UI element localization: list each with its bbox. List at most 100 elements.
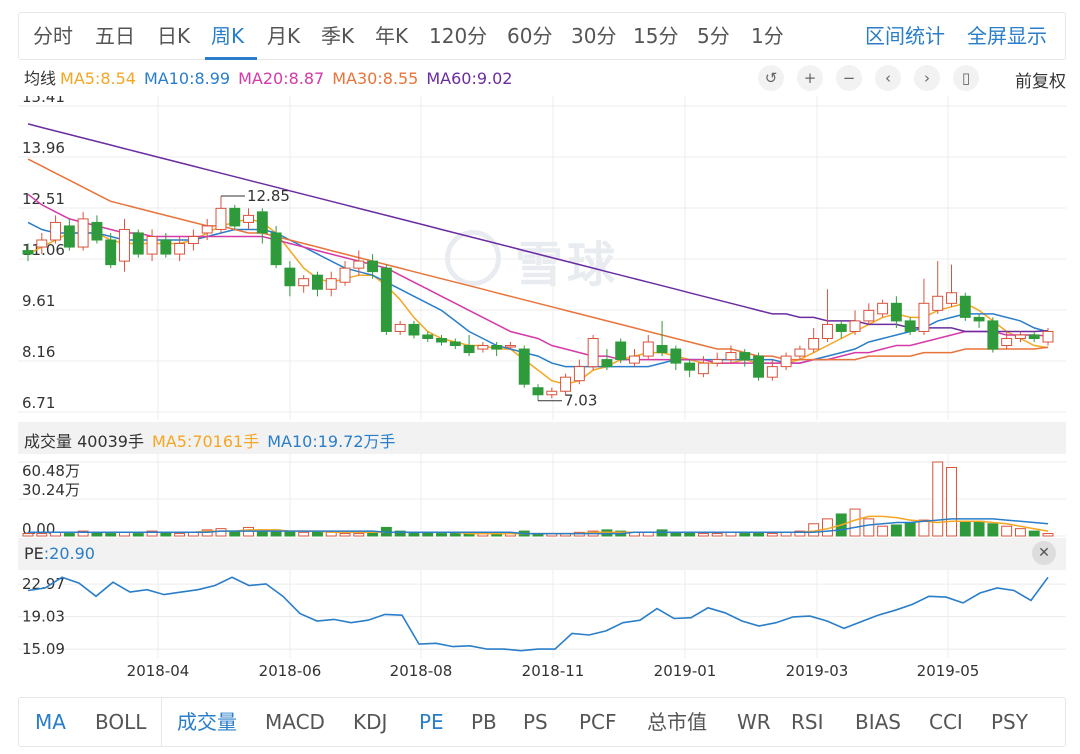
candle-body	[904, 320, 916, 332]
period-tab-60[interactable]: 60分	[507, 24, 553, 48]
candle-body	[766, 366, 778, 378]
candle-body	[325, 278, 337, 290]
indicator-tab-pcf[interactable]: PCF	[579, 710, 617, 734]
x-axis-label: 2019-05	[917, 662, 980, 680]
candle	[642, 334, 654, 360]
volume-bar	[146, 530, 158, 537]
indicator-tab-pb[interactable]: PB	[471, 710, 497, 734]
candle-icon[interactable]: ▯	[953, 65, 979, 91]
range-stats-button[interactable]: 区间统计	[865, 24, 945, 48]
candle	[256, 208, 268, 244]
indicator-tab-cci[interactable]: CCI	[929, 710, 963, 734]
price-annotation: 12.85	[220, 187, 290, 205]
candle-body	[753, 355, 765, 378]
pe-chart[interactable]: 22.97 19.03 15.09 2018-04 2018-06 2018-08 2018…	[18, 570, 1066, 690]
price-y-tick: 13.96	[22, 139, 65, 157]
candle-body	[463, 345, 475, 354]
period-tab-5[interactable]: 5分	[697, 24, 730, 48]
candle-body	[50, 221, 62, 241]
pe-legend: PE:20.90	[24, 544, 103, 563]
candle	[91, 215, 103, 244]
period-tab-k[interactable]: 月K	[267, 24, 301, 48]
candle-body	[615, 341, 627, 361]
period-tab-k[interactable]: 季K	[321, 24, 355, 48]
candle-body	[394, 323, 406, 332]
indicator-tab-psy[interactable]: PSY	[991, 710, 1028, 734]
candle	[353, 250, 365, 276]
volume-bar	[311, 531, 323, 537]
period-tab-120[interactable]: 120分	[429, 24, 488, 48]
undo-icon[interactable]: ↺	[758, 65, 784, 91]
candle	[380, 264, 392, 335]
candle-body	[642, 341, 654, 357]
candle	[63, 218, 75, 251]
candle	[105, 232, 117, 269]
fullscreen-button[interactable]: 全屏显示	[967, 24, 1047, 48]
candle-body	[780, 355, 792, 368]
period-tab-k[interactable]: 周K	[211, 24, 245, 48]
ma-legend-item: MA30:8.55	[332, 69, 419, 88]
candle-body	[215, 207, 227, 230]
candle	[711, 352, 723, 367]
period-tab-1[interactable]: 1分	[751, 24, 784, 48]
candle	[959, 292, 971, 321]
ma-line-ma30	[27, 158, 1049, 361]
period-tab-30[interactable]: 30分	[571, 24, 617, 48]
indicator-tab-ps[interactable]: PS	[523, 710, 548, 734]
period-tab-k[interactable]: 日K	[157, 24, 191, 48]
zoom-in-icon[interactable]: +	[797, 65, 823, 91]
chevron-left-icon[interactable]: ‹	[875, 65, 901, 91]
candle	[973, 313, 985, 328]
x-axis-label: 2019-03	[786, 662, 849, 680]
candle-body	[22, 250, 34, 255]
annotation-label: 7.03	[564, 392, 597, 410]
candle	[491, 342, 503, 357]
candle	[132, 229, 144, 258]
candle	[201, 218, 213, 241]
indicator-tab-rsi[interactable]: RSI	[791, 710, 824, 734]
candle	[146, 229, 158, 262]
xueqiu-logo-icon	[445, 230, 501, 286]
candle-body	[491, 345, 503, 350]
indicator-tab-wr[interactable]: WR	[737, 710, 771, 734]
indicator-tab-macd[interactable]: MACD	[265, 710, 325, 734]
candle	[477, 342, 489, 353]
period-tab-k[interactable]: 年K	[375, 24, 409, 48]
candle	[918, 278, 930, 335]
candle-body	[573, 366, 585, 382]
volume-bar	[1042, 533, 1054, 537]
zoom-out-icon[interactable]: −	[836, 65, 862, 91]
period-tab-15[interactable]: 15分	[633, 24, 679, 48]
pe-legend-band: PE:20.90 ✕	[18, 538, 1066, 570]
candle	[946, 264, 957, 307]
period-tab-item-0[interactable]: 分时	[33, 24, 73, 48]
candle-body	[160, 239, 172, 255]
candle	[50, 215, 62, 244]
candle-body	[105, 239, 117, 266]
ma-legend-label: 均线	[24, 69, 57, 88]
volume-bar	[339, 533, 351, 537]
volume-y-tick: 60.48万	[22, 462, 80, 480]
price-chart[interactable]: 15.4113.9612.5111.069.618.166.7112.857.0…	[18, 96, 1066, 420]
price-y-tick: 12.51	[22, 190, 65, 208]
candle-body	[849, 320, 861, 332]
candle-body	[629, 355, 640, 364]
indicator-tab-kdj[interactable]: KDJ	[353, 710, 388, 734]
close-icon[interactable]: ✕	[1032, 541, 1056, 565]
candle	[890, 296, 902, 328]
volume-bar	[353, 533, 365, 537]
indicator-tab-ma[interactable]: MA	[35, 710, 66, 734]
chevron-right-icon[interactable]: ›	[914, 65, 940, 91]
candle-body	[77, 218, 89, 248]
indicator-tab-market-cap[interactable]: 总市值	[647, 710, 707, 734]
period-tab-bar: 分时 五日 日K 周K 月K 季K 年K 120分 60分 30分 15分 5分 1分 区间统计 全屏显示	[18, 12, 1066, 60]
indicator-tab-volume[interactable]: 成交量	[177, 710, 237, 734]
indicator-tab-pe[interactable]: PE	[419, 710, 444, 734]
period-tab-item-1[interactable]: 五日	[95, 24, 135, 48]
adjust-select[interactable]: 前复权	[1015, 72, 1066, 92]
price-y-tick: 6.71	[22, 394, 55, 412]
indicator-tab-boll[interactable]: BOLL	[95, 710, 147, 734]
indicator-tab-bias[interactable]: BIAS	[855, 710, 901, 734]
candle-body	[311, 274, 323, 290]
